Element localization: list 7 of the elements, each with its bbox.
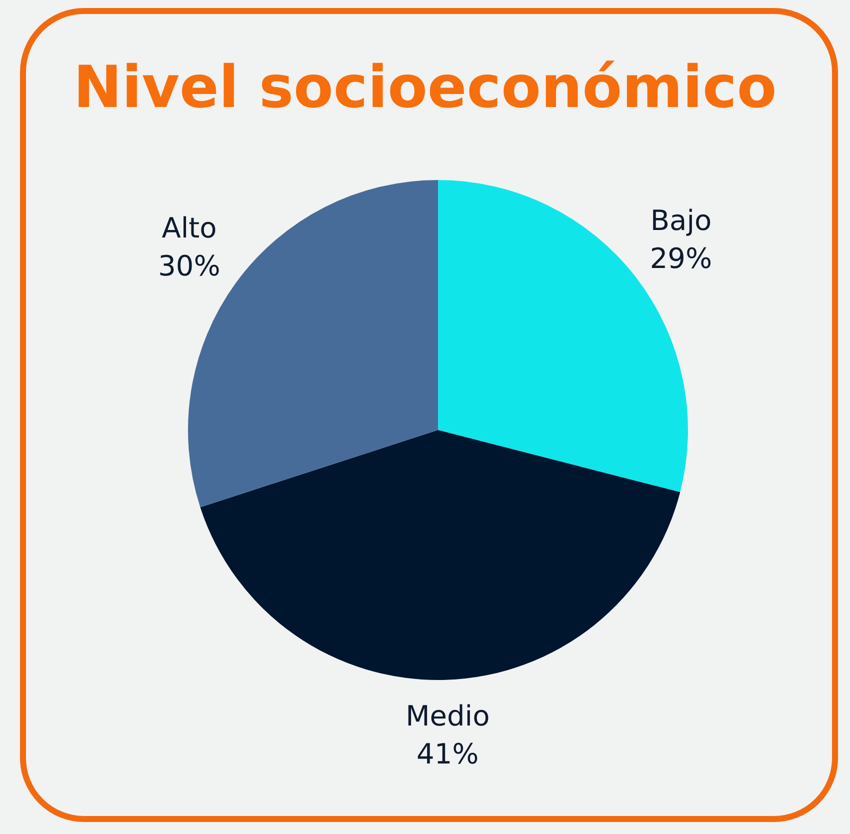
data-label: 30% bbox=[158, 250, 220, 283]
slice-label: Medio bbox=[406, 700, 490, 733]
slice-label: Bajo bbox=[650, 204, 712, 237]
data-label: 41% bbox=[416, 738, 479, 771]
slice-label: Alto bbox=[162, 212, 217, 245]
data-label: 29% bbox=[650, 242, 712, 275]
chart-title: Nivel socioeconómico bbox=[72, 52, 778, 122]
